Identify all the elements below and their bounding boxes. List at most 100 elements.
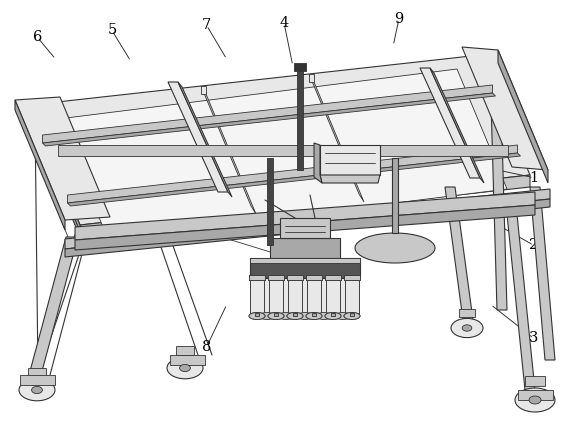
Polygon shape: [270, 238, 340, 258]
Polygon shape: [250, 258, 360, 278]
Polygon shape: [250, 278, 264, 313]
Polygon shape: [309, 74, 364, 202]
Ellipse shape: [180, 364, 191, 371]
Polygon shape: [176, 346, 194, 355]
Polygon shape: [445, 187, 473, 320]
Text: 3: 3: [529, 331, 538, 346]
Ellipse shape: [344, 313, 360, 319]
Text: 9: 9: [394, 12, 404, 26]
Polygon shape: [350, 313, 354, 316]
Polygon shape: [525, 376, 545, 386]
Polygon shape: [42, 85, 492, 143]
Ellipse shape: [355, 233, 435, 263]
Polygon shape: [294, 63, 306, 71]
Ellipse shape: [529, 396, 541, 404]
Polygon shape: [293, 313, 297, 316]
Polygon shape: [297, 68, 303, 170]
Polygon shape: [317, 278, 331, 313]
Polygon shape: [307, 278, 321, 313]
Polygon shape: [293, 313, 297, 316]
Ellipse shape: [316, 313, 332, 319]
Ellipse shape: [32, 386, 42, 393]
Text: 8: 8: [202, 340, 211, 354]
Polygon shape: [255, 313, 259, 316]
Polygon shape: [344, 275, 360, 280]
Polygon shape: [274, 313, 278, 316]
Ellipse shape: [287, 313, 303, 319]
Polygon shape: [336, 278, 350, 313]
Polygon shape: [331, 313, 335, 316]
Polygon shape: [345, 278, 359, 313]
Polygon shape: [331, 313, 335, 316]
Polygon shape: [320, 175, 380, 183]
Polygon shape: [462, 47, 548, 170]
Polygon shape: [58, 69, 507, 239]
Polygon shape: [325, 275, 341, 280]
Polygon shape: [490, 67, 507, 310]
Ellipse shape: [278, 313, 294, 319]
Polygon shape: [287, 275, 303, 280]
Ellipse shape: [325, 313, 341, 319]
Polygon shape: [255, 313, 259, 316]
Polygon shape: [178, 82, 232, 197]
Ellipse shape: [259, 313, 275, 319]
Polygon shape: [306, 275, 322, 280]
Polygon shape: [201, 86, 206, 94]
Polygon shape: [518, 390, 553, 400]
Polygon shape: [344, 275, 360, 280]
Ellipse shape: [344, 313, 360, 319]
Polygon shape: [280, 218, 330, 238]
Polygon shape: [298, 278, 312, 313]
Polygon shape: [420, 68, 480, 178]
Polygon shape: [279, 278, 293, 313]
Polygon shape: [288, 278, 302, 313]
Ellipse shape: [249, 313, 265, 319]
Polygon shape: [505, 195, 535, 390]
Polygon shape: [267, 158, 273, 245]
Polygon shape: [274, 313, 278, 316]
Polygon shape: [459, 309, 475, 317]
Text: 2: 2: [529, 238, 538, 253]
Ellipse shape: [268, 313, 284, 319]
Polygon shape: [30, 55, 530, 225]
Polygon shape: [75, 192, 535, 240]
Polygon shape: [325, 275, 341, 280]
Ellipse shape: [515, 388, 555, 412]
Text: 4: 4: [280, 16, 289, 30]
Text: 7: 7: [202, 18, 211, 33]
Polygon shape: [42, 93, 495, 146]
Ellipse shape: [287, 313, 303, 319]
Polygon shape: [20, 375, 55, 385]
Polygon shape: [269, 278, 283, 313]
Ellipse shape: [325, 313, 341, 319]
Text: A: A: [115, 230, 126, 244]
Polygon shape: [28, 368, 46, 377]
Polygon shape: [498, 50, 548, 183]
Ellipse shape: [335, 313, 351, 319]
Polygon shape: [260, 278, 274, 313]
Text: 6: 6: [33, 30, 42, 44]
Polygon shape: [80, 175, 530, 237]
Polygon shape: [392, 158, 398, 233]
Ellipse shape: [306, 313, 322, 319]
Polygon shape: [201, 86, 256, 214]
Polygon shape: [530, 187, 555, 360]
Polygon shape: [75, 205, 535, 250]
Ellipse shape: [167, 357, 203, 379]
Polygon shape: [288, 278, 302, 313]
Polygon shape: [268, 275, 284, 280]
Polygon shape: [249, 275, 265, 280]
Polygon shape: [345, 278, 359, 313]
Polygon shape: [68, 145, 518, 203]
Polygon shape: [320, 145, 380, 175]
Polygon shape: [250, 258, 360, 263]
Ellipse shape: [297, 313, 313, 319]
Polygon shape: [29, 237, 78, 375]
Polygon shape: [309, 74, 314, 82]
Polygon shape: [15, 97, 110, 220]
Polygon shape: [65, 189, 550, 249]
Polygon shape: [314, 143, 322, 183]
Ellipse shape: [462, 325, 472, 331]
Polygon shape: [312, 313, 316, 316]
Polygon shape: [65, 199, 550, 257]
